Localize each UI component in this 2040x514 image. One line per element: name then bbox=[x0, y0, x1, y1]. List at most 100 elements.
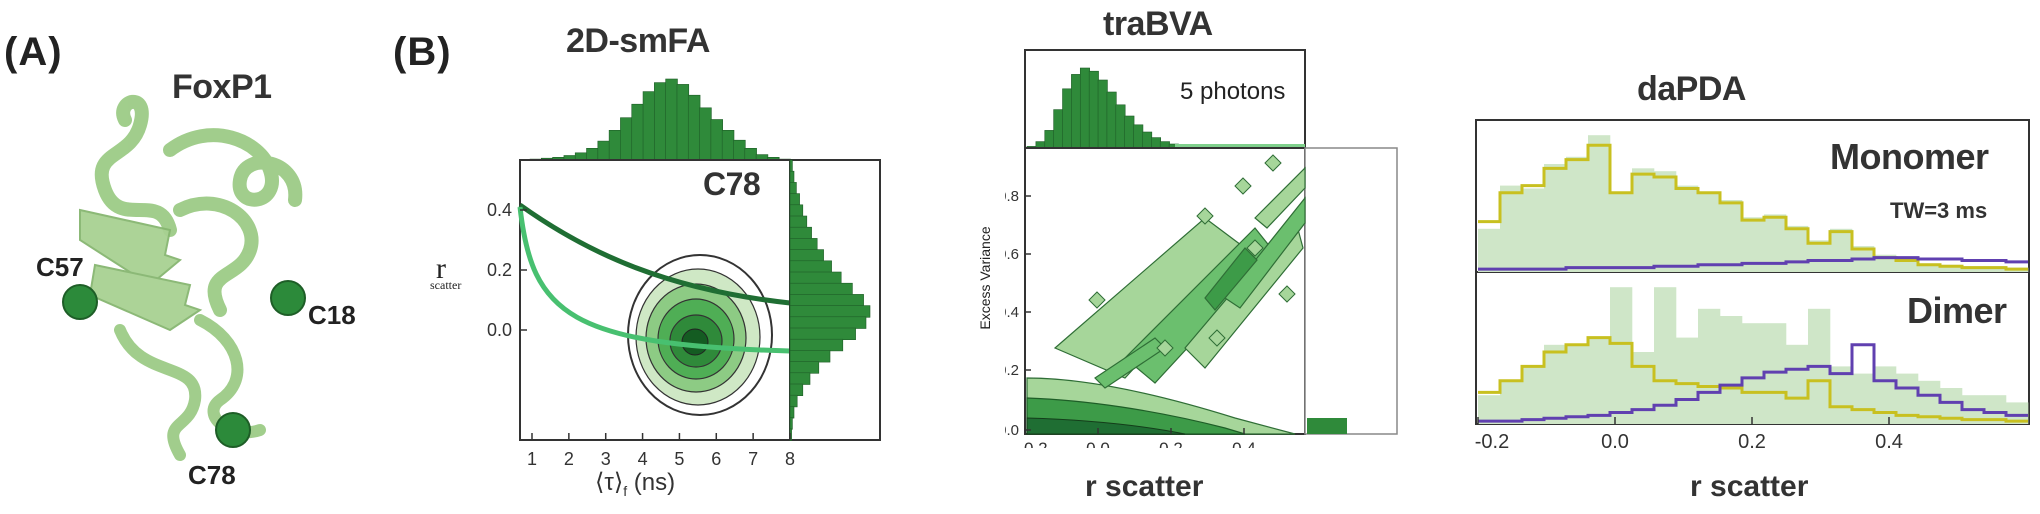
bva-top-hist-bar bbox=[1097, 79, 1108, 149]
pda-bar bbox=[1544, 164, 1567, 272]
smfa-xtick-label: 6 bbox=[711, 449, 721, 469]
bva-ytick-label: 0.0 bbox=[1005, 422, 1019, 439]
smfa-title: 2D-smFA bbox=[566, 22, 710, 60]
pda-bar bbox=[1830, 228, 1853, 272]
bva-diamond bbox=[1088, 291, 1106, 309]
bva-top-hist-bar bbox=[1053, 109, 1064, 149]
pda-bar bbox=[1676, 337, 1699, 424]
smfa-side-hist-bar bbox=[789, 271, 842, 284]
pda-bar bbox=[1786, 225, 1809, 272]
bva-xlabel: r scatter bbox=[1085, 470, 1204, 503]
smfa-side-hist-bar bbox=[789, 406, 795, 419]
bva-diamond bbox=[1208, 329, 1226, 347]
bva-top-hist-bar bbox=[1106, 91, 1117, 149]
pda-bar bbox=[1698, 192, 1721, 272]
smfa-side-hist-bar bbox=[789, 215, 808, 228]
pda-bar bbox=[1676, 185, 1699, 272]
panel-a-label: (A) bbox=[4, 30, 63, 74]
smfa-side-hist-bar bbox=[789, 204, 804, 217]
pda-bar bbox=[1500, 185, 1523, 272]
bva-top-hist-bar bbox=[1142, 131, 1153, 149]
smfa-side-hist-bar bbox=[789, 372, 811, 385]
bva-ylabel: Excess Variance bbox=[977, 226, 993, 330]
site-label-c78: C78 bbox=[188, 460, 236, 490]
smfa-top-hist-bar bbox=[608, 130, 622, 161]
bva-diagonal-band bbox=[1204, 247, 1258, 311]
smfa-top-hist-bar bbox=[744, 148, 757, 161]
smfa-side-hist-bar bbox=[789, 383, 804, 396]
pda-bar bbox=[1940, 388, 1963, 424]
bva-side-bar bbox=[1307, 418, 1347, 434]
smfa-xtick-label: 3 bbox=[601, 449, 611, 469]
pda-bar bbox=[1544, 344, 1567, 424]
bva-top-hist-bar bbox=[1115, 104, 1126, 149]
smfa-side-hist-bar bbox=[789, 394, 798, 408]
pda-bar bbox=[1588, 135, 1611, 272]
pda-title: daPDA bbox=[1637, 70, 1746, 108]
smfa-side-hist-bar bbox=[789, 170, 795, 184]
smfa-top-hist-bar bbox=[687, 94, 701, 161]
smfa-top-hist-bar bbox=[631, 103, 644, 161]
bva-diamond bbox=[1196, 207, 1214, 225]
pda-bar bbox=[1654, 171, 1677, 272]
bva-ytick-label: 0.2 bbox=[1005, 362, 1019, 379]
smfa-side-hist-bar bbox=[789, 361, 820, 374]
pda-bar bbox=[1742, 323, 1765, 424]
pda-bar bbox=[1720, 316, 1743, 424]
pda-tw-label: TW=3 ms bbox=[1890, 198, 1988, 223]
pda-xtick-label: -0.2 bbox=[1475, 431, 1509, 450]
smfa-xtick-label: 4 bbox=[638, 449, 648, 469]
bva-annotation: 5 photons bbox=[1180, 78, 1286, 105]
smfa-top-hist-bar bbox=[721, 130, 735, 161]
smfa-side-hist-bar bbox=[789, 338, 844, 352]
pda-xtick-label: 0.2 bbox=[1738, 431, 1766, 450]
smfa-top-hist-bar bbox=[642, 91, 656, 161]
smfa-top-hist-bar bbox=[620, 117, 633, 161]
pda-bar bbox=[1918, 263, 1941, 272]
pda-bar bbox=[1852, 373, 1875, 424]
pda-bar bbox=[1698, 308, 1721, 424]
smfa-top-hist-bar bbox=[597, 140, 610, 161]
pda-bar bbox=[1522, 188, 1545, 272]
site-label-c57: C57 bbox=[36, 252, 84, 282]
smfa-annotation: C78 bbox=[703, 166, 761, 202]
pda-low-line bbox=[1478, 343, 2028, 423]
smfa-top-hist-bar bbox=[574, 152, 588, 161]
bva-xtick-label: 0.0 bbox=[1086, 439, 1110, 448]
pda-xlabel: r scatter bbox=[1690, 470, 1809, 503]
bva-top-hist-bar bbox=[1088, 70, 1099, 149]
pda-bar bbox=[1874, 366, 1897, 424]
bva-diagonal-band bbox=[1254, 166, 1306, 229]
pda-bar bbox=[1478, 395, 1501, 424]
bva-diamond bbox=[1264, 154, 1282, 172]
pda-bar bbox=[1896, 373, 1919, 424]
pda-bar bbox=[2006, 402, 2029, 424]
smfa-side-hist-bar bbox=[789, 238, 818, 251]
pda-bar bbox=[1654, 287, 1677, 424]
pda-bar bbox=[1610, 287, 1633, 424]
smfa-top-hist-bar bbox=[654, 82, 667, 161]
bva-top-hist-bar bbox=[1044, 130, 1055, 149]
smfa-ytick-label: 0.0 bbox=[487, 320, 512, 340]
protein-name: FoxP1 bbox=[172, 68, 272, 106]
pda-bar bbox=[1918, 380, 1941, 424]
site-marker-c18 bbox=[270, 280, 306, 316]
smfa-static-curve bbox=[518, 202, 791, 306]
pda-bar bbox=[1478, 228, 1501, 272]
bva-ytick-label: 0.8 bbox=[1005, 188, 1019, 205]
smfa-dynamic-curve bbox=[517, 206, 791, 354]
smfa-xtick-label: 1 bbox=[527, 449, 537, 469]
pda-xtick-label: 0.0 bbox=[1601, 431, 1629, 450]
bva-diamond bbox=[1234, 177, 1252, 195]
bva-ytick-label: 0.4 bbox=[1005, 304, 1019, 321]
pda-bar bbox=[1632, 168, 1655, 272]
smfa-xtick-label: 5 bbox=[674, 449, 684, 469]
bva-diamond bbox=[1278, 285, 1296, 303]
smfa-side-hist-bar bbox=[789, 350, 831, 363]
bva-plot: -0.20.00.20.4 0.80.60.40.20.0 bbox=[1005, 49, 1398, 448]
smfa-side-hist-bar bbox=[789, 417, 793, 430]
smfa-side-hist-bar bbox=[789, 159, 793, 172]
smfa-xlabel-sub: f bbox=[623, 482, 628, 499]
smfa-top-hist-bar bbox=[710, 119, 723, 161]
bva-top-hist-bar bbox=[1151, 137, 1162, 149]
